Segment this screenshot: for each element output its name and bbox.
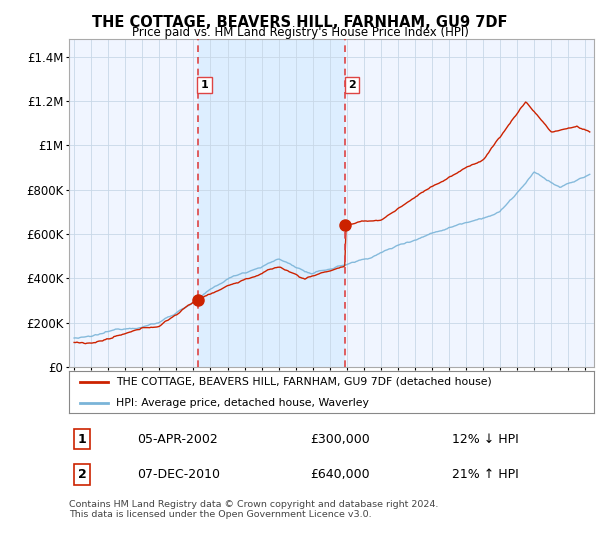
Text: Contains HM Land Registry data © Crown copyright and database right 2024.
This d: Contains HM Land Registry data © Crown c…: [69, 500, 439, 519]
Text: 05-APR-2002: 05-APR-2002: [137, 433, 218, 446]
Text: 07-DEC-2010: 07-DEC-2010: [137, 468, 220, 481]
Text: 1: 1: [200, 80, 208, 90]
Text: £300,000: £300,000: [311, 433, 370, 446]
Text: THE COTTAGE, BEAVERS HILL, FARNHAM, GU9 7DF (detached house): THE COTTAGE, BEAVERS HILL, FARNHAM, GU9 …: [116, 377, 492, 387]
Text: 12% ↓ HPI: 12% ↓ HPI: [452, 433, 519, 446]
Bar: [198, 39, 346, 367]
Text: 2: 2: [78, 468, 86, 481]
Text: HPI: Average price, detached house, Waverley: HPI: Average price, detached house, Wave…: [116, 398, 369, 408]
Text: 1: 1: [78, 433, 86, 446]
Text: THE COTTAGE, BEAVERS HILL, FARNHAM, GU9 7DF: THE COTTAGE, BEAVERS HILL, FARNHAM, GU9 …: [92, 15, 508, 30]
Text: 21% ↑ HPI: 21% ↑ HPI: [452, 468, 519, 481]
Text: £640,000: £640,000: [311, 468, 370, 481]
Text: 2: 2: [348, 80, 356, 90]
Text: Price paid vs. HM Land Registry's House Price Index (HPI): Price paid vs. HM Land Registry's House …: [131, 26, 469, 39]
